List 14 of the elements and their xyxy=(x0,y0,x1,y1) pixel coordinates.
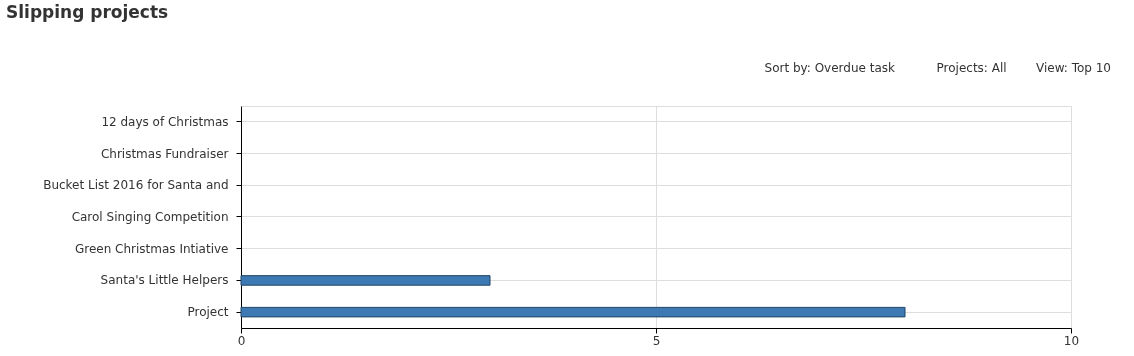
x-tick-label: 0 xyxy=(237,333,246,348)
y-tick-label: 12 days of Christmas xyxy=(101,114,229,129)
text: Projects: All xyxy=(936,61,1007,75)
text: Sort by: Overdue task xyxy=(764,61,896,75)
text: Slipping projects xyxy=(6,2,169,22)
text: View: Top 10 xyxy=(1035,61,1111,75)
y-tick-label: Santa's Little Helpers xyxy=(100,273,229,288)
x-tick-label: 5 xyxy=(652,333,661,348)
y-tick-label: Carol Singing Competition xyxy=(71,210,229,224)
y-tick-label: Christmas Fundraiser xyxy=(100,146,229,161)
y-tick-label: Green Christmas Intiative xyxy=(74,241,229,256)
y-tick-label: Project xyxy=(187,305,229,320)
x-tick-label: 10 xyxy=(1063,333,1080,348)
y-tick-label: Bucket List 2016 for Santa and xyxy=(43,178,229,193)
